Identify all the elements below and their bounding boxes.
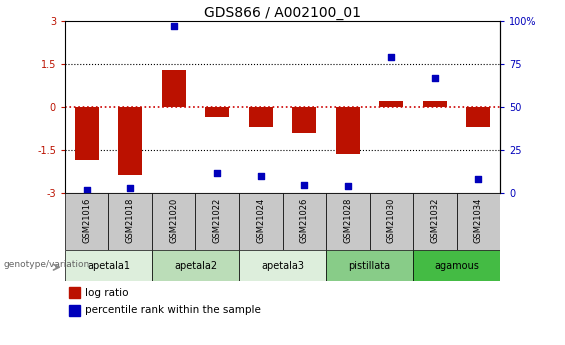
Bar [69,305,80,316]
Title: GDS866 / A002100_01: GDS866 / A002100_01 [204,6,361,20]
Bar [69,287,80,298]
Bar [108,193,152,250]
Bar [75,107,99,160]
Point [126,185,135,191]
Text: GSM21030: GSM21030 [387,198,396,243]
Bar [118,107,142,175]
Text: GSM21018: GSM21018 [126,198,134,243]
Bar [292,107,316,133]
Point [343,184,353,189]
Point [212,170,221,175]
Bar [326,250,413,281]
Bar [239,193,282,250]
Point [82,187,92,193]
Bar [370,193,413,250]
Bar [239,250,326,281]
Bar [423,101,447,107]
Bar [152,250,239,281]
Text: apetala2: apetala2 [174,261,217,270]
Bar [282,193,326,250]
Point [386,54,396,60]
Point [170,23,179,29]
Text: GSM21022: GSM21022 [213,198,221,243]
Bar [326,193,370,250]
Text: GSM21024: GSM21024 [257,198,265,243]
Text: genotype/variation: genotype/variation [3,259,89,269]
Bar [249,107,273,127]
Text: log ratio: log ratio [85,288,128,297]
Bar [205,107,229,117]
Bar [152,193,195,250]
Bar [65,193,108,250]
Text: agamous: agamous [434,261,479,270]
Bar [195,193,239,250]
Point [257,173,266,179]
Text: GSM21032: GSM21032 [431,198,439,243]
Point [299,182,308,187]
Text: GSM21020: GSM21020 [170,198,178,243]
Bar [466,107,490,127]
Text: GSM21026: GSM21026 [300,198,308,243]
Text: apetala1: apetala1 [87,261,130,270]
Bar [336,107,360,155]
Text: GSM21016: GSM21016 [82,198,91,243]
Bar [65,250,152,281]
Bar [413,250,500,281]
Text: apetala3: apetala3 [261,261,304,270]
Bar [413,193,457,250]
Bar [379,101,403,107]
Text: percentile rank within the sample: percentile rank within the sample [85,305,260,315]
Text: GSM21028: GSM21028 [344,198,352,243]
Point [431,75,440,80]
Point [473,177,483,182]
Bar [162,70,186,107]
Text: pistillata: pistillata [349,261,390,270]
Bar [457,193,500,250]
Text: GSM21034: GSM21034 [474,198,483,243]
